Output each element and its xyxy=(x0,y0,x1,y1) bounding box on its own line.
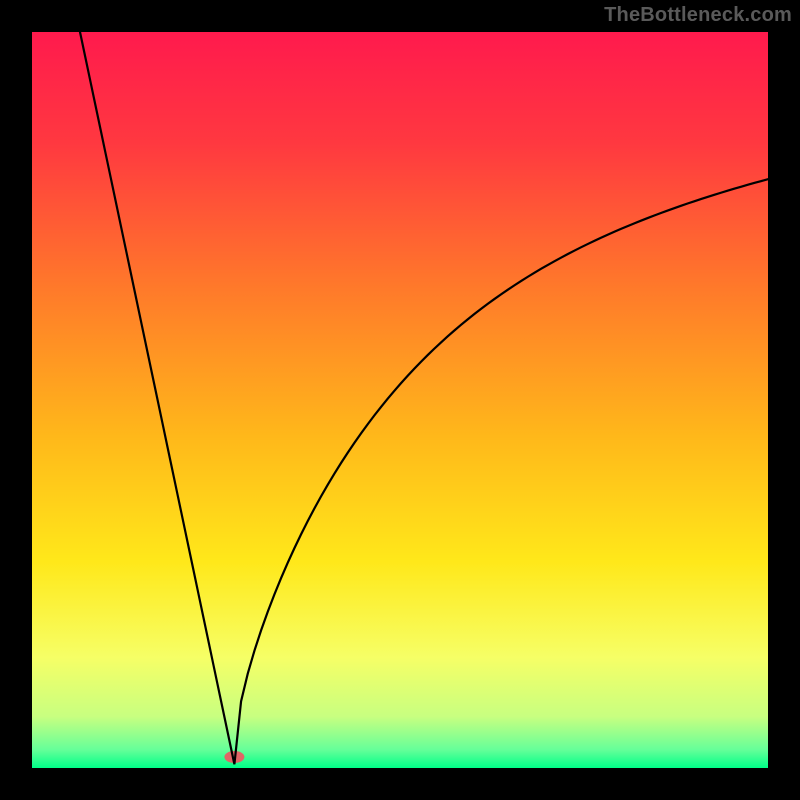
bottleneck-chart xyxy=(0,0,800,800)
watermark-text: TheBottleneck.com xyxy=(604,4,792,27)
plot-background xyxy=(32,32,768,768)
